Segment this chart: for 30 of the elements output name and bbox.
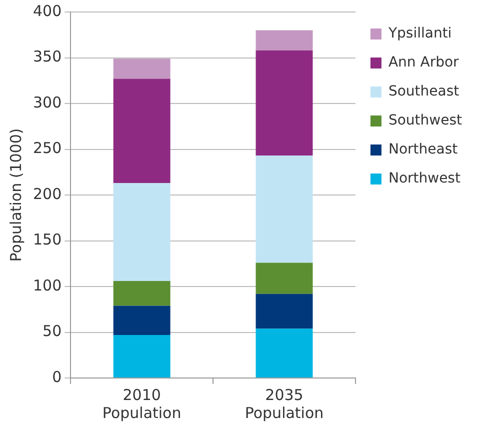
bar: [256, 50, 313, 156]
y-tick-label: 300: [32, 93, 62, 112]
y-tick-label: 0: [52, 368, 62, 386]
bar: [113, 78, 170, 184]
bar: [256, 30, 313, 50]
legend-label: Northeast: [388, 142, 458, 158]
bar: [256, 328, 313, 378]
legend-label: Ann Arbor: [388, 54, 460, 71]
y-tick-label: 50: [42, 322, 62, 340]
legend-label: Southwest: [388, 112, 463, 129]
y-tick-label: 200: [32, 184, 62, 203]
bar: [256, 262, 313, 294]
y-tick-label: 100: [32, 276, 62, 294]
y-tick-label: 250: [32, 139, 62, 158]
y-axis-title: Population (1000): [6, 128, 25, 262]
bar: [113, 281, 170, 306]
bar: [113, 306, 170, 335]
bar: [256, 156, 313, 263]
legend-label: Southeast: [388, 84, 460, 100]
y-tick-label: 350: [32, 48, 62, 66]
bar: [113, 58, 170, 79]
bar: [256, 294, 313, 329]
y-tick-label: 400: [32, 2, 62, 20]
y-tick-label: 150: [32, 230, 62, 249]
x-tick-label: 2010 Population: [102, 386, 182, 422]
bar: [113, 334, 170, 378]
x-tick-label: 2035 Population: [244, 386, 324, 422]
legend-label: Ypsillanti: [387, 26, 452, 42]
bar: [113, 183, 170, 282]
legend-label: Northwest: [388, 170, 461, 187]
